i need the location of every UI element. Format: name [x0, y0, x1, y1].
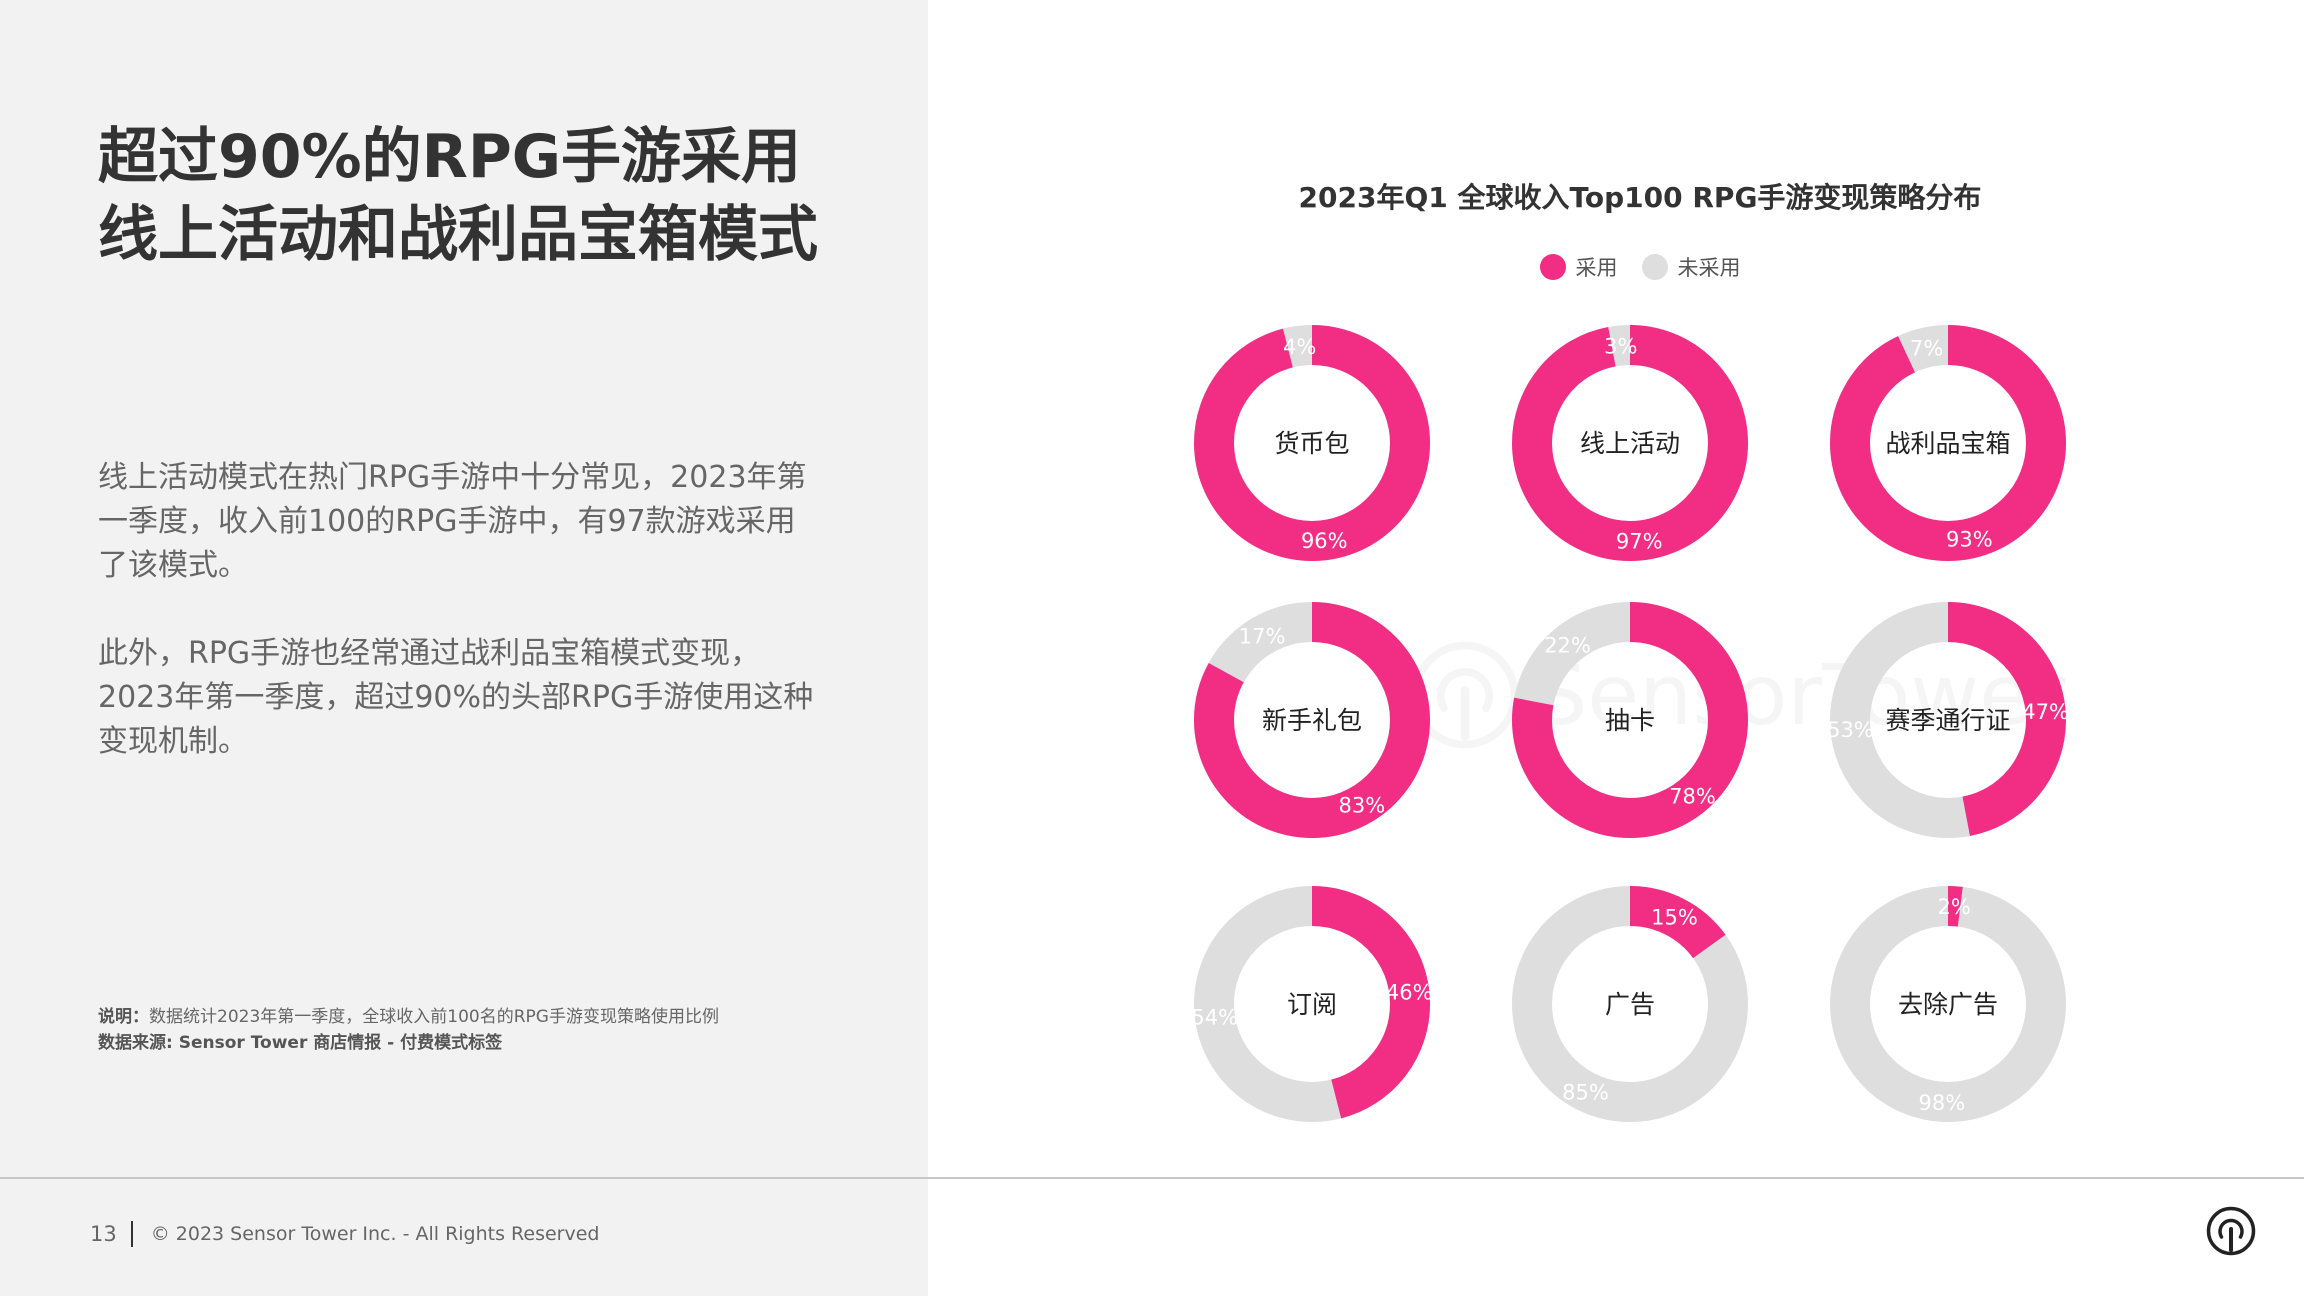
donut-1-adopted-slice [1194, 325, 1430, 561]
donut-8-not-adopted-label: 85% [1562, 1080, 1609, 1104]
legend-label-adopted: 采用 [1575, 256, 1618, 280]
donut-5-adopted-slice [1512, 602, 1748, 838]
donut-7-category-label: 订阅 [1287, 990, 1337, 1019]
donut-6-adopted-slice [1830, 602, 2066, 838]
body-paragraph-2: 此外，RPG手游也经常通过战利品宝箱模式变现，2023年第一季度，超过90%的头… [98, 636, 814, 759]
note-label: 说明： [98, 1007, 149, 1027]
watermark: SensorTower [1410, 640, 2065, 750]
donut-4: 新手礼包 83% 17% [1194, 602, 1430, 838]
donut-8-category-label: 广告 [1605, 990, 1655, 1019]
source-label: 数据来源: [98, 1033, 179, 1053]
footer-divider [0, 1177, 2304, 1179]
source-line: 数据来源: Sensor Tower 商店情报 - 付费模式标签 [98, 1030, 898, 1056]
legend-swatch-not-adopted [1641, 254, 1668, 280]
donut-9-category-label: 去除广告 [1898, 990, 1998, 1019]
donut-2-not-adopted-label: 3% [1604, 334, 1637, 358]
footer: 13 © 2023 Sensor Tower Inc. - All Rights… [90, 1218, 599, 1250]
legend-label-not-adopted: 未采用 [1677, 256, 1741, 280]
donut-6-not-adopted-label: 53% [1827, 718, 1874, 742]
donut-8-adopted-slice [1512, 886, 1748, 1122]
donut-5-not-adopted-label: 22% [1544, 633, 1591, 657]
donut-7-adopted-label: 46% [1386, 981, 1433, 1005]
donut-6: 赛季通行证 47% 53% [1827, 602, 2069, 838]
donut-1: 货币包 96% 4% [1194, 325, 1430, 561]
donut-1-category-label: 货币包 [1274, 429, 1349, 458]
donut-5-adopted-label: 78% [1669, 785, 1716, 809]
watermark-text: SensorTower [1534, 646, 2066, 744]
donut-4-adopted-label: 83% [1339, 793, 1386, 817]
legend-item-adopted: 采用 [1539, 252, 1618, 282]
donut-2-adopted-label: 97% [1616, 530, 1663, 554]
donut-9: 去除广告 2% 98% [1830, 886, 2066, 1122]
legend-swatch-adopted [1539, 254, 1566, 280]
headline-line-2: 线上活动和战利品宝箱模式 [98, 200, 818, 270]
donut-3-not-adopted-label: 7% [1910, 336, 1943, 360]
donut-3: 战利品宝箱 93% 7% [1830, 325, 2066, 561]
donut-8: 广告 15% 85% [1512, 886, 1748, 1122]
donut-6-adopted-label: 47% [2022, 700, 2069, 724]
left-panel [0, 0, 928, 1296]
footer-separator [130, 1221, 133, 1247]
chart-notes: 说明：数据统计2023年第一季度，全球收入前100名的RPG手游变现策略使用比例… [98, 1004, 898, 1056]
donut-7: 订阅 46% 54% [1191, 886, 1433, 1122]
donut-1-adopted-label: 96% [1301, 529, 1348, 553]
page-headline: 超过90%的RPG手游采用 线上活动和战利品宝箱模式 [98, 118, 898, 274]
donut-5-category-label: 抽卡 [1605, 706, 1655, 735]
headline-line-1: 超过90%的RPG手游采用 [98, 122, 802, 192]
body-paragraph-1: 线上活动模式在热门RPG手游中十分常见，2023年第一季度，收入前100的RPG… [98, 460, 807, 583]
chart-legend: 采用 未采用 [1140, 252, 2140, 282]
donut-5: 抽卡 78% 22% [1512, 602, 1748, 838]
donut-4-not-adopted-label: 17% [1239, 625, 1286, 649]
donut-9-adopted-slice [1830, 886, 2066, 1122]
source-text: Sensor Tower 商店情报 - 付费模式标签 [178, 1033, 503, 1053]
copyright-text: © 2023 Sensor Tower Inc. - All Rights Re… [150, 1223, 600, 1245]
page-number: 13 [90, 1222, 117, 1246]
donut-4-category-label: 新手礼包 [1262, 706, 1362, 735]
donut-2-adopted-slice [1512, 325, 1748, 561]
donut-7-adopted-slice [1194, 886, 1430, 1122]
donut-9-not-adopted-label: 98% [1919, 1091, 1966, 1115]
donut-3-adopted-label: 93% [1946, 528, 1993, 552]
donut-9-adopted-label: 2% [1937, 895, 1970, 919]
donut-2-category-label: 线上活动 [1580, 429, 1680, 458]
legend-item-not-adopted: 未采用 [1641, 252, 1741, 282]
donut-3-adopted-slice [1830, 325, 2066, 561]
donut-4-adopted-slice [1194, 602, 1430, 838]
chart-title: 2023年Q1 全球收入Top100 RPG手游变现策略分布 [1298, 181, 1982, 214]
sensor-tower-logo-icon [2206, 1206, 2256, 1256]
donut-7-not-adopted-label: 54% [1191, 1005, 1238, 1029]
note-text: 数据统计2023年第一季度，全球收入前100名的RPG手游变现策略使用比例 [149, 1007, 719, 1027]
donut-3-category-label: 战利品宝箱 [1885, 429, 2010, 458]
donut-8-adopted-label: 15% [1651, 906, 1698, 930]
note-line: 说明：数据统计2023年第一季度，全球收入前100名的RPG手游变现策略使用比例 [98, 1004, 898, 1030]
donut-6-category-label: 赛季通行证 [1885, 706, 2010, 735]
donut-1-not-adopted-label: 4% [1283, 335, 1316, 359]
donut-2: 线上活动 97% 3% [1512, 325, 1748, 561]
